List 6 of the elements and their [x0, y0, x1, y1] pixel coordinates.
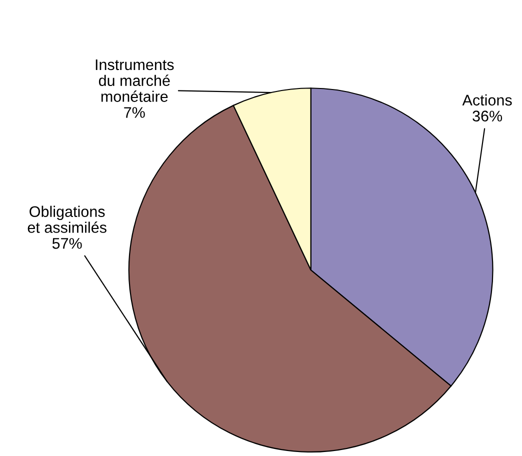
data-label: 7%	[124, 107, 145, 118]
data-label: 57%	[52, 238, 82, 249]
data-label: 36%	[472, 110, 502, 122]
slice-label: Actions	[462, 94, 512, 106]
slice-label: Instruments du marché monétaire	[96, 59, 174, 102]
slice-label: Obligations et assimilés	[28, 206, 106, 233]
